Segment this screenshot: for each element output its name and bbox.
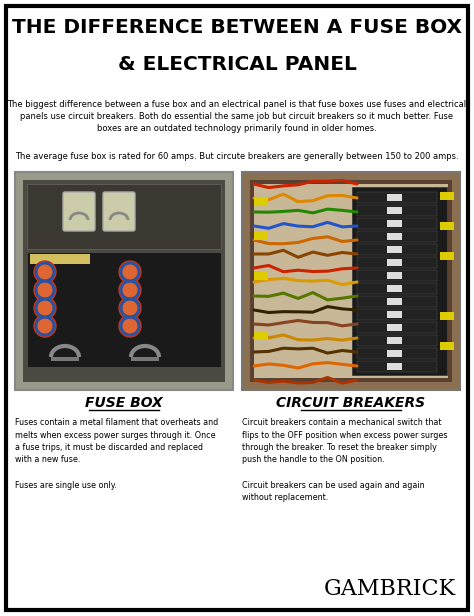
Text: Fuses contain a metal filament that overheats and
melts when excess power surges: Fuses contain a metal filament that over… bbox=[15, 418, 218, 490]
Text: CIRCUIT BREAKERS: CIRCUIT BREAKERS bbox=[276, 396, 426, 410]
Bar bbox=[387, 259, 402, 266]
Bar bbox=[357, 218, 437, 229]
Circle shape bbox=[123, 319, 137, 333]
Bar bbox=[131, 357, 159, 361]
Bar bbox=[357, 231, 437, 242]
Bar bbox=[357, 192, 437, 203]
Bar bbox=[387, 337, 402, 344]
Bar bbox=[387, 285, 402, 292]
Bar bbox=[357, 309, 437, 320]
Bar bbox=[387, 207, 402, 214]
Bar bbox=[23, 180, 225, 382]
Bar bbox=[242, 172, 460, 390]
Bar bbox=[27, 252, 221, 367]
Bar bbox=[357, 348, 437, 359]
Bar bbox=[51, 357, 79, 361]
Bar bbox=[357, 283, 437, 294]
Text: GAMBRICK: GAMBRICK bbox=[324, 578, 456, 600]
Text: The biggest difference between a fuse box and an electrical panel is that fuse b: The biggest difference between a fuse bo… bbox=[8, 100, 466, 132]
Bar bbox=[387, 220, 402, 227]
Bar bbox=[357, 205, 437, 216]
FancyBboxPatch shape bbox=[103, 192, 135, 231]
Text: FUSE BOX: FUSE BOX bbox=[85, 396, 163, 410]
Circle shape bbox=[123, 301, 137, 315]
Bar bbox=[387, 246, 402, 253]
Bar bbox=[440, 222, 454, 230]
Bar bbox=[357, 361, 437, 372]
Circle shape bbox=[38, 319, 52, 333]
Bar bbox=[440, 342, 454, 350]
Circle shape bbox=[119, 279, 141, 301]
Bar bbox=[387, 350, 402, 357]
Text: & ELECTRICAL PANEL: & ELECTRICAL PANEL bbox=[118, 55, 356, 74]
Circle shape bbox=[34, 279, 56, 301]
Circle shape bbox=[119, 315, 141, 337]
Bar bbox=[254, 184, 448, 378]
Bar bbox=[254, 332, 268, 340]
Bar bbox=[352, 187, 447, 375]
Circle shape bbox=[119, 261, 141, 283]
Circle shape bbox=[38, 265, 52, 279]
Bar bbox=[357, 335, 437, 346]
Circle shape bbox=[119, 297, 141, 319]
Bar bbox=[387, 194, 402, 201]
Circle shape bbox=[123, 265, 137, 279]
Bar bbox=[27, 184, 221, 249]
Text: THE DIFFERENCE BETWEEN A FUSE BOX: THE DIFFERENCE BETWEEN A FUSE BOX bbox=[12, 18, 462, 37]
Bar bbox=[387, 298, 402, 305]
Bar bbox=[357, 322, 437, 333]
Text: The average fuse box is rated for 60 amps. But circute breakers are generally be: The average fuse box is rated for 60 amp… bbox=[15, 152, 459, 161]
Circle shape bbox=[34, 261, 56, 283]
Circle shape bbox=[123, 283, 137, 297]
Circle shape bbox=[34, 315, 56, 337]
Bar bbox=[357, 244, 437, 255]
Bar bbox=[250, 180, 452, 382]
Text: Circuit breakers contain a mechanical switch that
flips to the OFF position when: Circuit breakers contain a mechanical sw… bbox=[242, 418, 447, 502]
Bar bbox=[387, 363, 402, 370]
Bar bbox=[357, 270, 437, 281]
Bar bbox=[387, 233, 402, 240]
Bar bbox=[254, 272, 268, 280]
Bar bbox=[357, 257, 437, 268]
Bar bbox=[254, 197, 268, 205]
Bar bbox=[440, 312, 454, 320]
Bar bbox=[387, 324, 402, 331]
Circle shape bbox=[34, 297, 56, 319]
Bar bbox=[357, 296, 437, 307]
FancyBboxPatch shape bbox=[63, 192, 95, 231]
Bar bbox=[387, 311, 402, 318]
Bar bbox=[440, 252, 454, 260]
Bar bbox=[30, 254, 90, 264]
Circle shape bbox=[38, 283, 52, 297]
Circle shape bbox=[120, 282, 140, 302]
Bar bbox=[440, 192, 454, 200]
Bar bbox=[254, 232, 268, 240]
Circle shape bbox=[35, 282, 55, 302]
Bar bbox=[15, 172, 233, 390]
Circle shape bbox=[38, 301, 52, 315]
Bar bbox=[387, 272, 402, 279]
